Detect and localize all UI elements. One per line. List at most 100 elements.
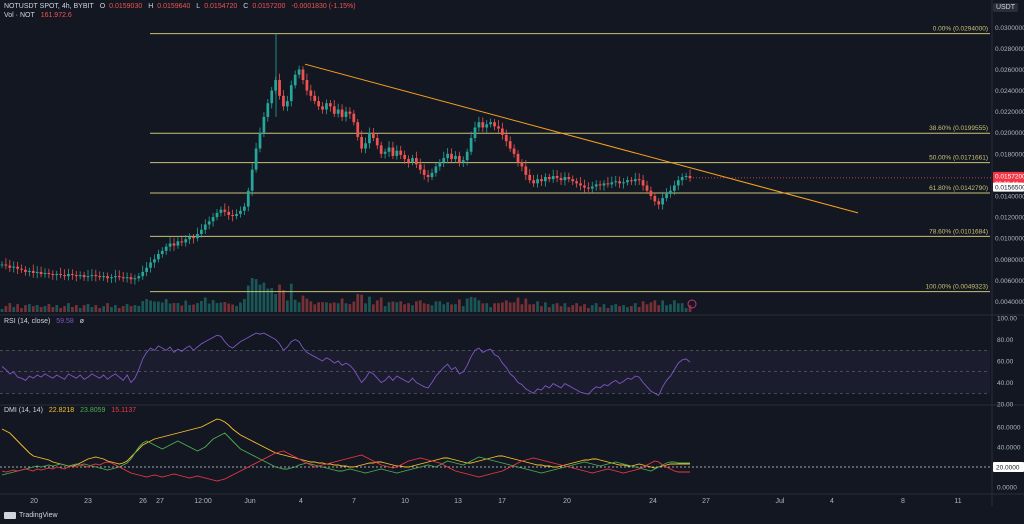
fib-level-label: 78.60% (0.0101684)	[929, 228, 988, 235]
candle-body	[414, 158, 418, 165]
candle-body	[610, 182, 614, 185]
symbol-title[interactable]: NOTUSDT SPOT, 4h, BYBIT	[4, 3, 94, 10]
candle-body	[4, 264, 8, 266]
volume-bar	[340, 298, 344, 312]
volume-bar	[633, 303, 637, 312]
candle-body	[246, 190, 250, 207]
candle-body	[411, 158, 414, 163]
candle-body	[27, 270, 31, 272]
candle-body	[192, 237, 195, 239]
volume-bar	[469, 296, 473, 312]
candle-body	[512, 148, 516, 154]
volume-bar	[676, 303, 680, 312]
rsi-label[interactable]: RSI (14, close)	[4, 318, 51, 325]
volume-bar	[110, 307, 113, 312]
volume-bar	[348, 304, 352, 312]
volume-bar	[106, 303, 109, 312]
volume-bar	[325, 302, 328, 312]
candle-body	[688, 175, 692, 179]
volume-bar	[446, 302, 450, 312]
volume-bar	[168, 303, 172, 312]
volume-bar	[336, 303, 340, 312]
volume-bar	[594, 303, 598, 312]
volume-bar	[317, 302, 321, 312]
candle-body	[532, 180, 536, 184]
candle-body	[579, 183, 582, 186]
candle-body	[461, 160, 465, 163]
candle-body	[110, 277, 113, 279]
candle-body	[485, 124, 489, 128]
rsi-tick-label: 40.00	[997, 380, 1014, 387]
fib-level-label: 38.60% (0.0199555)	[929, 125, 988, 132]
volume-bar	[438, 301, 442, 312]
volume-bar	[27, 304, 31, 312]
volume-bar	[90, 307, 94, 312]
candle-body	[614, 181, 618, 183]
candle-body	[547, 177, 551, 180]
volume-bar	[489, 307, 493, 312]
volume-bar	[270, 288, 274, 312]
volume-bar	[379, 297, 383, 312]
candle-body	[602, 183, 606, 186]
volume-bar	[0, 309, 4, 312]
dmi-level-label: 20.0000	[996, 465, 1020, 472]
candle-body	[293, 74, 297, 86]
volume-bar	[289, 283, 293, 312]
candle-body	[129, 277, 133, 280]
dmi-label[interactable]: DMI (14, 14)	[4, 407, 43, 414]
fib-level-label: 0.00% (0.0294000)	[933, 26, 988, 33]
candle-body	[82, 275, 86, 278]
dmi-adx-value: 22.8218	[48, 407, 75, 414]
volume-bar	[172, 303, 176, 312]
volume-bar	[227, 303, 231, 312]
volume-bar	[375, 300, 379, 312]
candle-body	[356, 122, 360, 137]
rsi-tick-label: 60.00	[997, 359, 1014, 366]
candle-body	[199, 229, 203, 234]
volume-bar	[235, 306, 238, 312]
candle-body	[442, 158, 446, 163]
volume-bar	[610, 305, 614, 312]
candle-body	[598, 184, 602, 186]
volume-bar	[39, 307, 43, 312]
candle-body	[16, 266, 20, 269]
volume-bar	[434, 301, 438, 312]
x-tick-label: 27	[702, 498, 710, 505]
x-tick-label: Jun	[244, 498, 255, 505]
price-tick-label: 0.0280000	[995, 46, 1024, 53]
candle-body	[153, 259, 156, 263]
candle-body	[278, 80, 281, 96]
ohlc-change: -0.0001830 (-1.15%)	[291, 3, 356, 10]
ohlc-l-label: L	[196, 3, 201, 10]
candle-body	[489, 122, 493, 125]
volume-bar	[684, 308, 688, 312]
candle-body	[164, 246, 168, 251]
volume-bar	[477, 300, 481, 312]
candle-body	[168, 243, 172, 247]
volume-bar	[516, 297, 520, 312]
dmi-title: DMI (14, 14) 22.8218 23.8059 15.1137	[4, 407, 140, 414]
candle-body	[266, 103, 270, 117]
candle-body	[457, 155, 461, 163]
volume-bar	[536, 301, 539, 312]
volume-bar	[285, 300, 289, 312]
x-tick-label: 4	[299, 498, 303, 505]
x-tick-label: 20	[563, 498, 571, 505]
candle-body	[371, 132, 375, 138]
candle-body	[262, 116, 266, 133]
volume-bar	[344, 303, 348, 312]
candle-body	[313, 95, 317, 102]
volume-bar	[239, 302, 242, 312]
trendline	[304, 63, 859, 214]
candle-body	[301, 69, 305, 80]
volume-bar	[602, 304, 606, 312]
volume-bar	[418, 300, 422, 312]
candle-body	[379, 145, 383, 154]
currency-badge[interactable]: USDT	[992, 3, 1018, 12]
candle-body	[102, 276, 106, 278]
volume-bar	[461, 306, 465, 312]
volume-bar	[63, 306, 66, 312]
candle-body	[633, 179, 637, 182]
candle-body	[211, 217, 215, 222]
